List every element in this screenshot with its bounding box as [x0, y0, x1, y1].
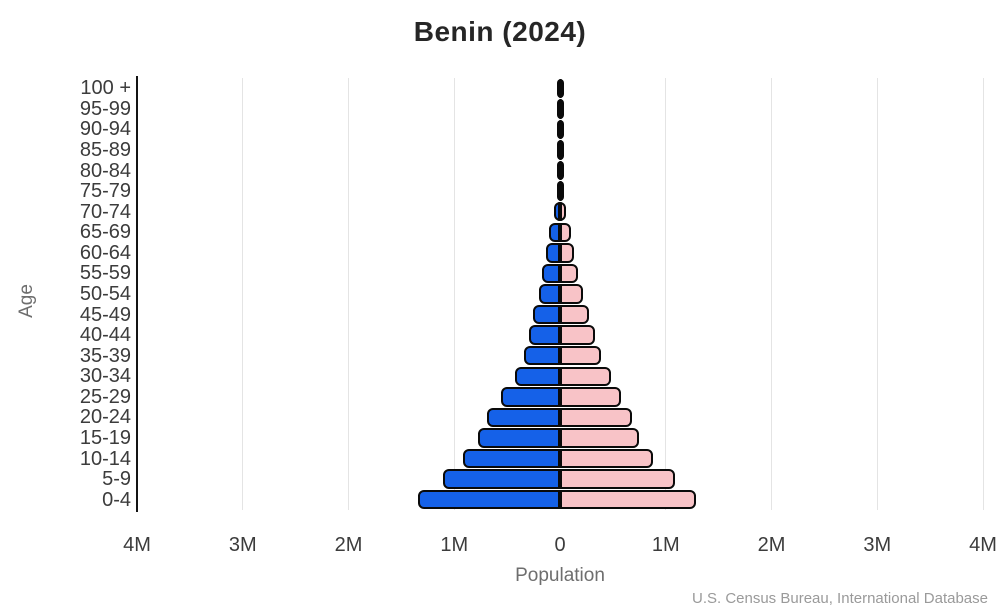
- bar-female-30-34: [560, 366, 611, 386]
- bar-male-10-14: [462, 448, 560, 469]
- age-tick-label: 85-89: [79, 139, 131, 161]
- x-tick-label: 2M: [757, 534, 786, 556]
- bar-male-25-29: [500, 387, 560, 407]
- age-tick-label: 35-39: [79, 344, 131, 367]
- age-tick-label: 95-99: [79, 97, 131, 120]
- bar-female-95-99: [560, 99, 564, 119]
- x-tick-label: 4M: [969, 534, 997, 556]
- y-axis-line: [136, 76, 138, 512]
- gridline: [348, 78, 349, 510]
- bar-female-20-24: [560, 407, 632, 428]
- bar-female-70-74: [560, 202, 566, 222]
- age-tick-label: 55-59: [79, 262, 131, 285]
- bar-male-20-24: [487, 407, 560, 428]
- x-axis-title: Population: [515, 565, 605, 586]
- age-tick-label: 0-4: [102, 488, 131, 511]
- age-tick-label: 100 +: [80, 77, 131, 100]
- x-tick-label: 3M: [228, 534, 257, 556]
- bar-male-0-4: [418, 490, 560, 510]
- bar-female-15-19: [560, 428, 640, 448]
- age-tick-label: 25-29: [79, 385, 131, 408]
- bar-male-15-19: [477, 428, 560, 448]
- bar-female-45-49: [560, 304, 589, 325]
- age-tick-label: 80-84: [79, 159, 131, 182]
- x-tick-label: 0: [554, 534, 566, 556]
- x-tick-label: 1M: [440, 534, 469, 556]
- gridline: [665, 78, 667, 510]
- gridline: [982, 78, 984, 510]
- bar-male-70-74: [553, 202, 560, 222]
- gridline: [876, 78, 878, 510]
- age-tick-label: 50-54: [79, 283, 131, 305]
- bar-male-35-39: [524, 346, 560, 366]
- bar-female-0-4: [560, 490, 697, 510]
- gridline: [771, 78, 772, 510]
- bar-female-10-14: [560, 448, 654, 469]
- x-tick-label: 4M: [123, 534, 151, 556]
- age-tick-label: 40-44: [79, 324, 131, 347]
- age-tick-label: 30-34: [79, 365, 131, 388]
- bar-female-55-59: [560, 263, 578, 284]
- bar-female-25-29: [560, 387, 622, 407]
- bar-female-90-94: [560, 119, 564, 140]
- chart-title: Benin (2024): [413, 16, 587, 47]
- bar-female-40-44: [560, 325, 595, 345]
- bar-male-75-79: [556, 181, 561, 201]
- age-tick-label: 75-79: [79, 180, 131, 203]
- bar-female-65-69: [560, 222, 571, 242]
- x-tick-label: 2M: [334, 534, 363, 556]
- source-credit: U.S. Census Bureau, International Databa…: [691, 590, 988, 607]
- bar-female-85-89: [560, 140, 564, 160]
- bar-female-75-79: [560, 181, 564, 201]
- bar-male-55-59: [542, 263, 560, 284]
- age-tick-label: 10-14: [79, 447, 131, 470]
- x-tick-label: 1M: [651, 534, 680, 556]
- bar-male-45-49: [532, 304, 560, 325]
- bar-male-30-34: [514, 366, 560, 386]
- bar-male-40-44: [529, 325, 560, 345]
- age-tick-label: 5-9: [102, 468, 131, 491]
- age-tick-label: 70-74: [79, 200, 131, 223]
- bar-male-60-64: [546, 243, 560, 263]
- age-tick-label: 45-49: [79, 303, 131, 326]
- bar-male-50-54: [538, 284, 560, 304]
- bar-female-100+: [560, 78, 564, 98]
- bar-female-5-9: [560, 469, 676, 489]
- bar-female-50-54: [560, 284, 584, 304]
- age-tick-label: 15-19: [79, 427, 131, 449]
- gridline: [242, 78, 244, 510]
- gridline: [453, 78, 455, 510]
- bar-male-5-9: [442, 469, 560, 489]
- age-tick-label: 20-24: [79, 406, 131, 429]
- bar-female-80-84: [560, 160, 564, 181]
- age-tick-label: 60-64: [79, 241, 131, 264]
- bar-male-65-69: [549, 222, 560, 242]
- bar-female-35-39: [560, 346, 602, 366]
- x-tick-label: 3M: [863, 534, 892, 556]
- bar-female-60-64: [560, 243, 574, 263]
- age-tick-label: 65-69: [79, 221, 131, 244]
- age-tick-label: 90-94: [79, 118, 131, 141]
